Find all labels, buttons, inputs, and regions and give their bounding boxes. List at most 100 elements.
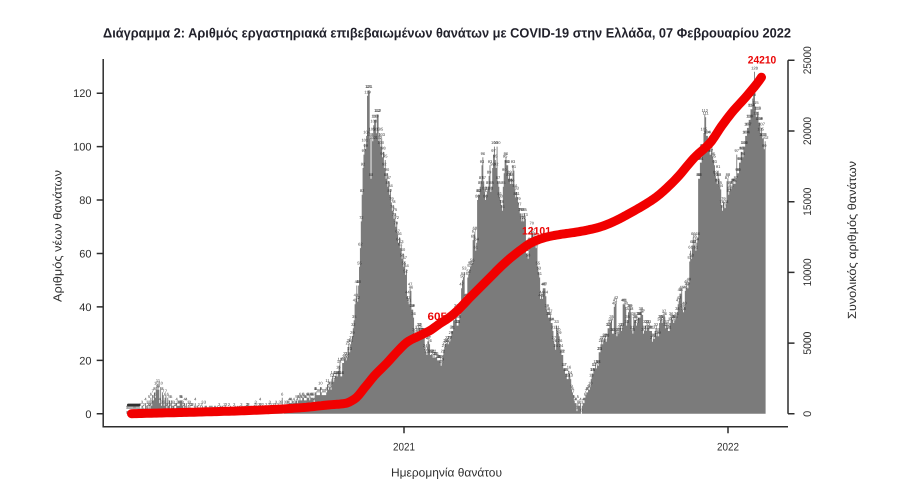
svg-text:35: 35 (632, 314, 637, 319)
svg-text:4: 4 (175, 397, 178, 402)
svg-text:85: 85 (501, 180, 506, 185)
svg-text:20: 20 (79, 355, 91, 367)
svg-text:11: 11 (156, 378, 161, 383)
svg-text:27: 27 (600, 335, 605, 340)
svg-text:51: 51 (537, 271, 542, 276)
svg-text:34: 34 (550, 317, 555, 322)
svg-text:2: 2 (255, 402, 258, 407)
svg-text:26: 26 (599, 338, 604, 343)
svg-text:15: 15 (590, 367, 595, 372)
svg-text:31: 31 (648, 325, 653, 330)
svg-text:96: 96 (380, 151, 385, 156)
svg-text:4: 4 (313, 397, 316, 402)
svg-text:93: 93 (488, 159, 493, 164)
svg-text:64: 64 (396, 236, 401, 241)
svg-text:55: 55 (357, 260, 362, 265)
svg-text:2: 2 (190, 402, 193, 407)
svg-text:Διάγραμμα 2: Αριθμός εργαστηρι: Διάγραμμα 2: Αριθμός εργαστηριακά επιβεβ… (103, 26, 791, 41)
svg-text:3: 3 (254, 399, 257, 404)
svg-text:7: 7 (165, 389, 168, 394)
svg-text:27: 27 (349, 335, 354, 340)
svg-text:2: 2 (225, 402, 228, 407)
svg-text:3: 3 (278, 399, 281, 404)
svg-text:77: 77 (517, 202, 522, 207)
svg-text:88: 88 (509, 172, 514, 177)
svg-text:3: 3 (294, 399, 297, 404)
svg-text:96: 96 (741, 151, 746, 156)
svg-text:26: 26 (443, 338, 448, 343)
svg-text:8: 8 (586, 386, 589, 391)
svg-text:32: 32 (646, 322, 651, 327)
svg-text:3: 3 (204, 399, 207, 404)
svg-text:24: 24 (559, 343, 564, 348)
svg-text:65: 65 (693, 234, 698, 239)
svg-text:58: 58 (689, 252, 694, 257)
svg-text:85: 85 (386, 180, 391, 185)
svg-text:1: 1 (130, 405, 133, 410)
svg-text:110: 110 (747, 113, 754, 118)
svg-text:31: 31 (450, 325, 455, 330)
svg-text:2: 2 (143, 402, 146, 407)
svg-text:19: 19 (440, 357, 445, 362)
svg-text:3: 3 (275, 399, 278, 404)
svg-text:105: 105 (369, 127, 376, 132)
svg-text:40: 40 (612, 300, 617, 305)
svg-text:20: 20 (438, 354, 443, 359)
svg-text:4: 4 (183, 397, 186, 402)
svg-text:76: 76 (720, 204, 725, 209)
svg-text:93: 93 (505, 159, 510, 164)
svg-text:0: 0 (580, 407, 583, 412)
svg-text:95: 95 (493, 154, 498, 159)
svg-text:31: 31 (551, 325, 556, 330)
svg-text:3: 3 (171, 399, 174, 404)
svg-text:9: 9 (158, 383, 161, 388)
svg-text:121: 121 (366, 84, 373, 89)
svg-text:41: 41 (353, 298, 358, 303)
svg-text:88: 88 (717, 172, 722, 177)
svg-text:5: 5 (309, 394, 312, 399)
svg-text:17: 17 (562, 362, 567, 367)
svg-text:1: 1 (128, 405, 131, 410)
svg-text:1: 1 (129, 405, 132, 410)
svg-text:1: 1 (127, 405, 130, 410)
svg-text:3: 3 (291, 399, 294, 404)
svg-text:49: 49 (687, 276, 692, 281)
svg-text:32: 32 (417, 322, 422, 327)
svg-text:84: 84 (729, 183, 734, 188)
svg-text:3: 3 (284, 399, 287, 404)
svg-text:66: 66 (531, 231, 536, 236)
svg-text:22: 22 (429, 349, 434, 354)
svg-text:35: 35 (658, 314, 663, 319)
svg-text:78: 78 (719, 199, 724, 204)
svg-text:29: 29 (413, 330, 418, 335)
svg-text:32: 32 (351, 322, 356, 327)
svg-text:6: 6 (164, 391, 167, 396)
svg-text:100: 100 (491, 140, 498, 145)
svg-text:21: 21 (433, 351, 438, 356)
svg-text:19: 19 (340, 357, 345, 362)
svg-text:19: 19 (341, 357, 346, 362)
svg-text:27: 27 (448, 335, 453, 340)
svg-text:6: 6 (306, 391, 309, 396)
svg-text:28: 28 (651, 333, 656, 338)
svg-text:23: 23 (424, 346, 429, 351)
svg-text:1: 1 (197, 405, 200, 410)
svg-text:21: 21 (345, 351, 350, 356)
svg-text:113: 113 (755, 105, 762, 110)
svg-text:83: 83 (489, 186, 494, 191)
svg-text:3: 3 (151, 399, 154, 404)
svg-text:41: 41 (613, 298, 618, 303)
svg-text:120: 120 (73, 88, 91, 100)
svg-text:7: 7 (321, 389, 324, 394)
svg-text:30: 30 (556, 327, 561, 332)
svg-text:2022: 2022 (717, 442, 739, 454)
svg-text:21: 21 (434, 351, 439, 356)
svg-text:10: 10 (318, 381, 323, 386)
svg-text:1: 1 (184, 405, 187, 410)
svg-text:7: 7 (162, 389, 165, 394)
svg-text:4: 4 (579, 397, 582, 402)
svg-text:15000: 15000 (802, 188, 814, 216)
svg-text:78: 78 (499, 199, 504, 204)
svg-text:32: 32 (665, 322, 670, 327)
svg-text:3: 3 (201, 399, 204, 404)
